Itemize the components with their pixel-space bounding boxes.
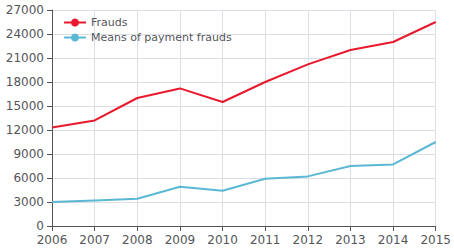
svg-text:6000: 6000 [13, 171, 44, 185]
svg-text:3000: 3000 [13, 195, 44, 209]
svg-text:2008: 2008 [122, 233, 153, 247]
svg-text:24000: 24000 [6, 27, 44, 41]
svg-text:21000: 21000 [6, 51, 44, 65]
svg-text:2009: 2009 [165, 233, 196, 247]
svg-text:2006: 2006 [37, 233, 68, 247]
svg-text:27000: 27000 [6, 3, 44, 17]
svg-text:2015: 2015 [420, 233, 451, 247]
svg-text:2011: 2011 [250, 233, 281, 247]
svg-text:0: 0 [36, 219, 44, 233]
svg-text:12000: 12000 [6, 123, 44, 137]
svg-text:15000: 15000 [6, 99, 44, 113]
svg-text:Frauds: Frauds [91, 16, 128, 29]
svg-text:2013: 2013 [335, 233, 366, 247]
svg-text:9000: 9000 [13, 147, 44, 161]
svg-text:2010: 2010 [207, 233, 238, 247]
svg-text:2007: 2007 [79, 233, 110, 247]
svg-text:18000: 18000 [6, 75, 44, 89]
svg-text:Means of payment frauds: Means of payment frauds [91, 31, 232, 44]
svg-text:2012: 2012 [293, 233, 324, 247]
svg-text:2014: 2014 [378, 233, 409, 247]
